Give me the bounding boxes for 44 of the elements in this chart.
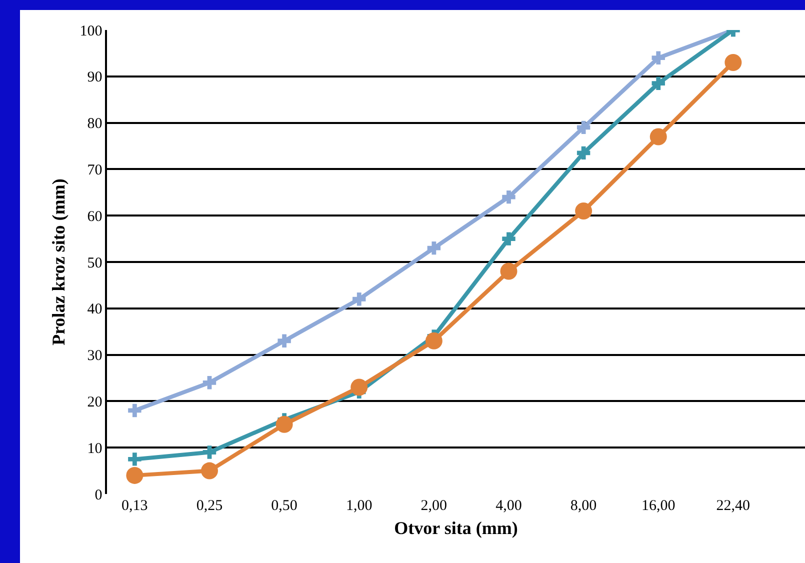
x-tick-label: 8,00 xyxy=(570,498,597,514)
point xyxy=(724,54,742,71)
point xyxy=(575,202,592,220)
point xyxy=(500,262,518,280)
point xyxy=(502,190,516,204)
point xyxy=(350,378,368,396)
y-axis-title: Prolaz kroz sito (mm) xyxy=(48,178,68,346)
point xyxy=(650,128,667,146)
point xyxy=(276,416,293,433)
point xyxy=(128,404,142,418)
y-tick-label: 90 xyxy=(87,70,102,86)
point xyxy=(425,332,442,350)
point xyxy=(128,452,142,466)
x-tick-label: 0,25 xyxy=(196,498,223,514)
y-tick-label: 30 xyxy=(87,348,102,364)
y-tick-label: 70 xyxy=(87,162,102,178)
point xyxy=(352,292,366,306)
y-tick-label: 80 xyxy=(87,116,102,132)
point xyxy=(576,146,590,160)
y-tick-label: 40 xyxy=(87,302,102,318)
point xyxy=(201,462,218,480)
y-tick-label: 100 xyxy=(80,23,102,40)
point xyxy=(427,241,441,255)
point xyxy=(126,466,144,484)
y-tick-label: 50 xyxy=(87,255,102,272)
point xyxy=(652,76,665,90)
x-tick-label: 0,13 xyxy=(122,498,148,514)
point xyxy=(652,51,665,64)
y-tick-label: 10 xyxy=(87,440,102,457)
x-tick-label: 1,00 xyxy=(346,498,372,514)
x-axis-title: Otvor sita (mm) xyxy=(394,518,518,538)
point xyxy=(202,446,216,459)
y-tick-label: 20 xyxy=(87,394,102,410)
y-tick-label: 60 xyxy=(87,208,102,225)
x-tick-label: 4,00 xyxy=(496,498,522,514)
x-tick-label: 2,00 xyxy=(420,498,448,514)
x-tick-label: 0,50 xyxy=(271,498,298,514)
x-tick-label: 16,00 xyxy=(641,498,676,514)
x-tick-label: 22,40 xyxy=(716,498,750,514)
point xyxy=(202,376,216,390)
y-tick-label: 0 xyxy=(94,487,102,504)
point xyxy=(576,120,590,134)
point xyxy=(278,334,291,348)
point xyxy=(502,232,516,246)
